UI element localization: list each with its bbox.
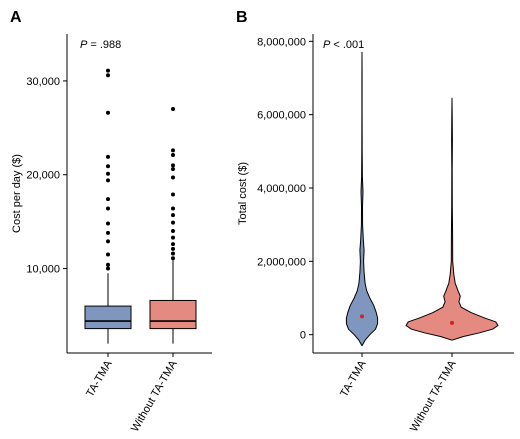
outlier-point [171, 153, 175, 158]
outlier-point [171, 192, 175, 197]
panel-b-p-text: < .001 [330, 39, 364, 51]
outlier-point [106, 68, 110, 73]
outlier-point [106, 252, 110, 257]
b-y-tick-label: 4,000,000 [257, 183, 306, 195]
panel-a-axes [66, 34, 212, 354]
box-without-ta-tma [149, 299, 197, 330]
outlier-point [171, 206, 175, 211]
panel-b-violins [345, 51, 499, 347]
outlier-point [106, 206, 110, 211]
outlier-point [171, 148, 175, 153]
a-x-category-label: TA-TMA [84, 358, 115, 399]
outlier-point [171, 213, 175, 218]
b-x-category-label: Without TA-TMA [408, 358, 459, 434]
panel-a-boxes [84, 68, 197, 344]
panel-a-letter: A [10, 9, 22, 26]
outlier-point [106, 266, 110, 271]
panel-a-y-ticks: 10,000 20,000 30,000 [26, 76, 67, 276]
panel-a-x-labels: TA-TMA Without TA-TMA [84, 353, 180, 434]
panel-b-y-ticks: 0 2,000,000 4,000,000 6,000,000 8,000,000 [257, 36, 313, 342]
outlier-point [171, 256, 175, 261]
panel-b-p-symbol: P [323, 39, 331, 51]
panel-a-p-symbol: P [80, 39, 88, 51]
outlier-point [106, 154, 110, 159]
panel-b-y-axis-title: Total cost ($) [237, 162, 249, 225]
outlier-point [171, 235, 175, 240]
panel-a-p-text: = .988 [87, 39, 121, 51]
outlier-point [171, 251, 175, 256]
mean-marker [360, 314, 364, 319]
outlier-point [171, 246, 175, 251]
b-y-tick-label: 6,000,000 [257, 110, 306, 122]
mean-marker [450, 320, 454, 325]
a-y-tick-label: 30,000 [26, 76, 60, 88]
violin-without-ta-tma [405, 97, 499, 341]
b-y-tick-label: 0 [300, 330, 306, 342]
violin-ta-tma [345, 51, 379, 347]
outlier-point [106, 73, 110, 78]
panel-b-letter: B [236, 9, 248, 26]
outlier-point [106, 230, 110, 235]
panel-b-axes [312, 34, 514, 354]
panel-b-p-value: P < .001 [323, 39, 364, 51]
a-x-category-label: Without TA-TMA [129, 358, 180, 434]
outlier-point [106, 110, 110, 115]
outlier-point [106, 197, 110, 202]
outlier-point [171, 163, 175, 168]
box-ta-tma [84, 305, 132, 330]
b-y-tick-label: 2,000,000 [257, 256, 306, 268]
outlier-point [106, 171, 110, 176]
outlier-point [171, 242, 175, 247]
outlier-point [106, 164, 110, 169]
outlier-point [171, 220, 175, 225]
panel-b: B 02,000,0004,000,0006,000,0008,000,000 … [236, 9, 514, 434]
panel-a-p-value: P = .988 [80, 39, 121, 51]
outlier-point [106, 178, 110, 183]
b-x-category-label: TA-TMA [338, 358, 369, 399]
panel-a-y-axis-title: Cost per day ($) [11, 154, 23, 233]
outlier-point [171, 167, 175, 172]
outlier-point [171, 229, 175, 234]
panel-b-x-labels: TA-TMA Without TA-TMA [338, 353, 459, 434]
b-y-tick-label: 8,000,000 [257, 36, 306, 48]
outlier-point [106, 239, 110, 244]
outlier-point [171, 175, 175, 180]
panel-a: A 10,000 20,000 30,000 Cost per day ($) P … [10, 9, 212, 434]
outlier-point [106, 262, 110, 267]
a-y-tick-label: 10,000 [26, 264, 60, 276]
outlier-point [171, 107, 175, 112]
a-y-tick-label: 20,000 [26, 170, 60, 182]
outlier-point [106, 221, 110, 226]
